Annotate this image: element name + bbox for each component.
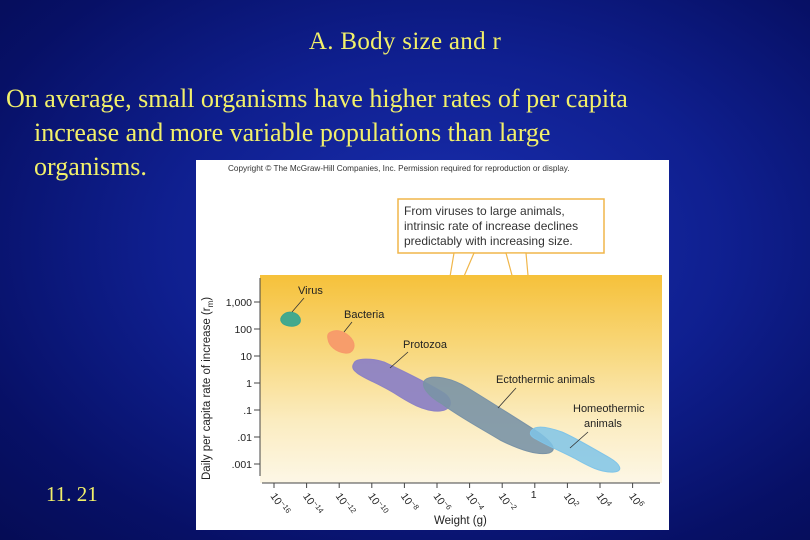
y-axis-title: Daily per capita rate of increase (rm) [201,297,215,480]
virus-region [280,311,301,327]
y-tick-label: .01 [237,432,252,444]
callout-line-1: From viruses to large animals, [404,204,565,218]
homeothermic-animals-region [529,426,621,473]
x-tick-label: 10−6 [431,490,454,515]
x-tick-label: 106 [626,490,647,511]
body-line-2: increase and more variable populations t… [34,118,551,147]
x-tick-label: 10−2 [496,490,519,515]
y-tick-label: .1 [243,405,252,417]
x-tick-label: 1 [531,489,537,501]
bacteria-region [327,330,355,354]
virus-leader [291,297,305,313]
y-tick-label: 10 [240,351,252,363]
x-tick-label: 10−14 [300,490,325,518]
y-tick-label: 100 [234,324,252,336]
protozoa-label: Protozoa [403,339,448,351]
callout-line-3: predictably with increasing size. [404,234,573,248]
y-tick-label: 1 [246,378,252,390]
callout-line-2: intrinsic rate of increase declines [404,219,578,233]
figure-image: Copyright © The McGraw-Hill Companies, I… [196,160,669,530]
ectothermic-label: Ectothermic animals [496,374,596,386]
x-tick-label: 10−8 [398,490,421,515]
homeothermic-leader [569,431,589,449]
slide-body-text: On average, small organisms have higher … [6,82,796,184]
x-tick-label: 10−16 [268,490,293,518]
x-tick-label: 104 [594,490,615,511]
x-tick-label: 10−10 [365,490,390,518]
homeothermic-label-line2: animals [584,418,622,430]
callout-box-fill [399,200,603,252]
homeothermic-label-line1: Homeothermic [573,403,645,415]
x-axis-ticks: 10−16 10−14 10−12 10−10 10−8 10−6 10−4 10−2 1 102… [268,483,647,518]
x-tick-label: 10−4 [463,490,486,515]
y-tick-label: .001 [232,459,253,471]
protozoa-leader [389,351,409,369]
slide-title: A. Body size and r [308,28,502,55]
body-line-1: On average, small organisms have higher … [6,84,628,113]
bacteria-leader [343,321,353,333]
figure-svg: Copyright © The McGraw-Hill Companies, I… [201,164,662,527]
ectothermic-animals-region [423,376,554,455]
protozoa-region [352,358,451,412]
y-tick-label: 1,000 [226,297,252,309]
y-axis-ticks [254,301,260,465]
x-tick-label: 102 [561,490,582,511]
virus-label: Virus [298,285,323,297]
slide-number: 11. 21 [46,482,98,506]
x-tick-label: 10−12 [333,490,358,518]
plot-area [260,275,662,483]
copyright-notice: Copyright © The McGraw-Hill Companies, I… [228,164,570,173]
x-axis-title: Weight (g) [434,515,487,527]
ectothermic-leader [497,387,517,409]
bacteria-label: Bacteria [344,309,385,321]
body-line-3: organisms. [34,152,147,181]
